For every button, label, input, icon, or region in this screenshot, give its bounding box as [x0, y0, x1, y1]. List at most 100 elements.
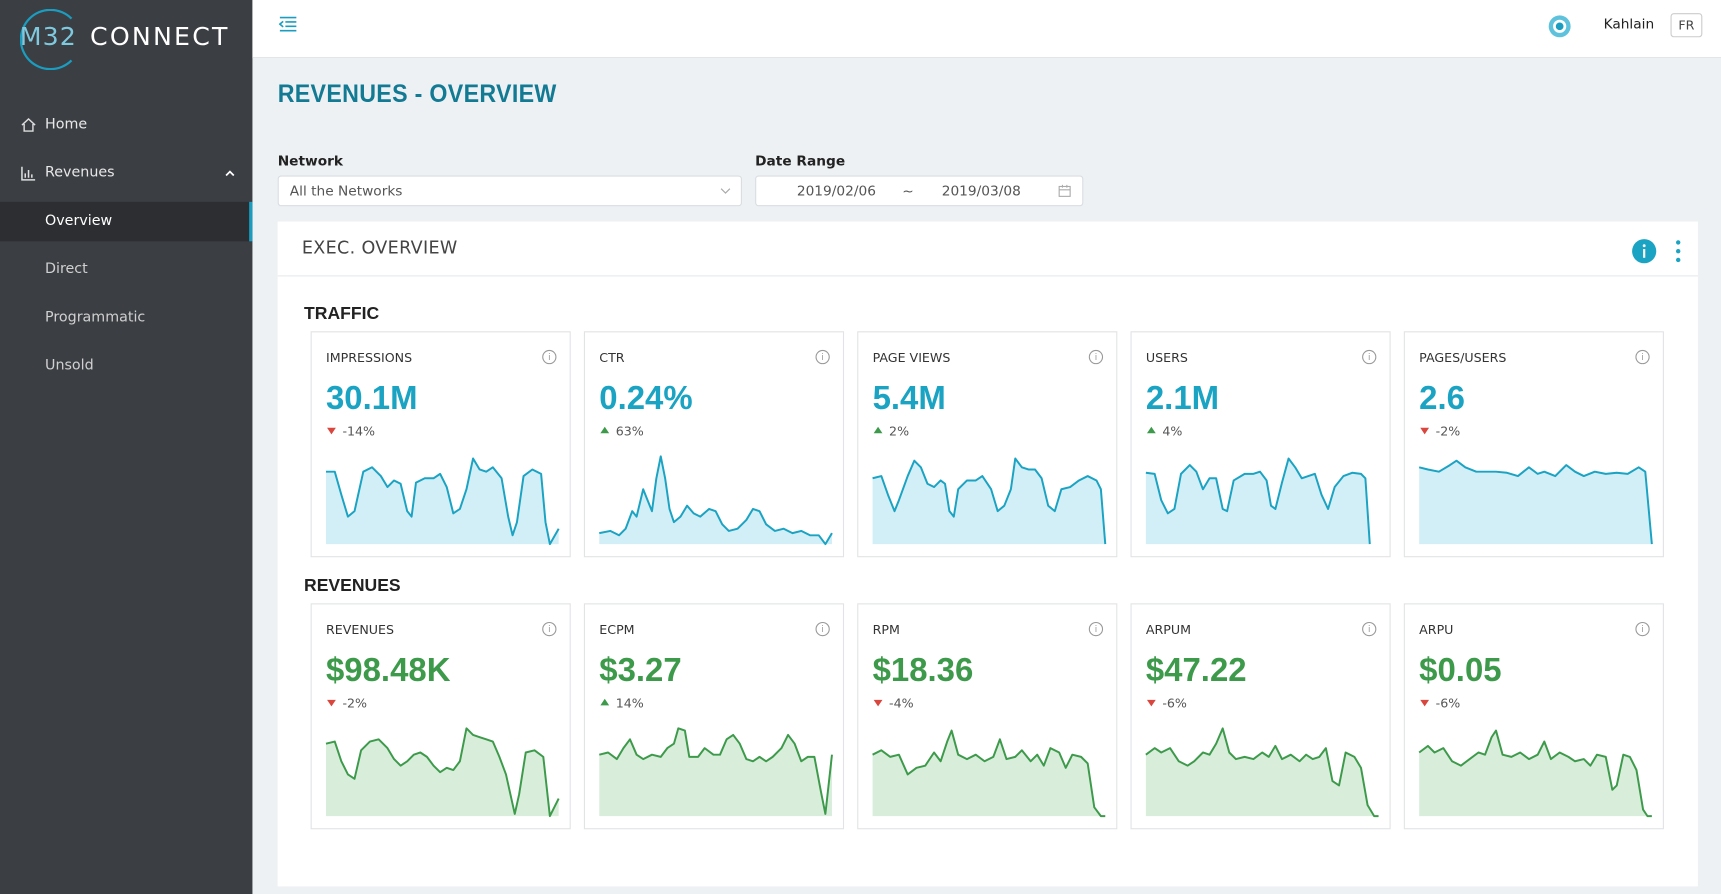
nav-item[interactable]: Revenues: [0, 154, 252, 193]
kpi-change: 14%: [615, 695, 644, 711]
sparkline-area: [599, 456, 832, 545]
network-select[interactable]: All the Networks: [277, 175, 742, 207]
sparkline: [872, 457, 1107, 545]
avatar[interactable]: [1548, 14, 1572, 38]
sparkline: [1145, 457, 1379, 545]
caret-icon: [225, 170, 235, 177]
kpi-card: PAGES/USERS i 2.6 -2%: [1403, 331, 1664, 558]
chart-icon: [21, 166, 36, 181]
logo[interactable]: M32 CONNECT: [19, 8, 240, 71]
kpi-change: 2%: [889, 423, 910, 439]
sparkline: [599, 455, 833, 546]
page-title: REVENUES - OVERVIEW: [277, 78, 557, 108]
sparkline: [1145, 727, 1379, 818]
more-menu[interactable]: [1675, 238, 1682, 264]
kpi-card: USERS i 2.1M 4%: [1130, 331, 1391, 558]
kpi-card: PAGE VIEWS i 5.4M 2%: [857, 331, 1118, 558]
topbar: Kahlain FR: [252, 0, 1721, 59]
nav-subitem[interactable]: Overview: [0, 201, 253, 242]
info-icon[interactable]: i: [1362, 349, 1377, 365]
kpi-change: 4%: [1162, 423, 1183, 439]
info-icon[interactable]: i: [542, 621, 557, 637]
trend-arrow: [1420, 427, 1430, 435]
kpi-value: $0.05: [1419, 652, 1502, 689]
kpi-label: ARPU: [1419, 621, 1454, 638]
nav-subitem[interactable]: Direct: [0, 250, 252, 289]
nav-subitem[interactable]: Unsold: [0, 347, 252, 386]
date-separator: ~: [902, 182, 914, 199]
sparkline-line: [325, 457, 560, 546]
trend-arrow: [1146, 699, 1156, 707]
kpi-card: RPM i $18.36 -4%: [857, 603, 1118, 830]
kpi-change: 63%: [615, 423, 644, 439]
nav-subitem[interactable]: Programmatic: [0, 298, 252, 337]
sparkline-line: [872, 457, 1107, 545]
calendar-icon: [1058, 184, 1071, 197]
info-icon[interactable]: i: [1088, 349, 1104, 365]
nav-item[interactable]: Home: [0, 105, 252, 144]
kpi-value: $18.36: [872, 652, 974, 689]
menu-toggle[interactable]: [278, 16, 298, 32]
info-icon[interactable]: i: [1362, 621, 1377, 637]
kpi-change: -2%: [1435, 423, 1461, 439]
sparkline-line: [1145, 727, 1379, 818]
kpi-change: -4%: [889, 695, 914, 711]
sparkline-area: [599, 728, 832, 817]
section-title: TRAFFIC: [304, 304, 380, 324]
sparkline-line: [325, 727, 560, 818]
kpi-card: ARPUM i $47.22 -6%: [1130, 603, 1391, 830]
sparkline: [325, 457, 560, 546]
info-icon[interactable]: i: [1635, 621, 1650, 637]
date-range-picker[interactable]: 2019/02/06 ~ 2019/03/08: [755, 175, 1084, 207]
kpi-label: ECPM: [599, 621, 635, 638]
kpi-label: PAGE VIEWS: [872, 349, 951, 366]
kpi-card: ECPM i $3.27 14%: [583, 603, 845, 830]
kpi-value: 2.6: [1419, 380, 1465, 417]
home-icon: [21, 118, 36, 132]
trend-arrow: [873, 426, 883, 434]
select-value: All the Networks: [289, 182, 403, 199]
panel-header: EXEC. OVERVIEW: [277, 222, 1698, 277]
sparkline: [872, 729, 1106, 818]
kpi-value: $98.48K: [325, 652, 451, 689]
logo-ring: [19, 8, 82, 71]
trend-arrow: [600, 698, 610, 706]
nav-label: Overview: [45, 212, 113, 230]
nav-label: Revenues: [45, 164, 115, 181]
trend-arrow: [327, 699, 336, 707]
sparkline-area: [325, 458, 559, 545]
user-name[interactable]: Kahlain: [1603, 15, 1655, 32]
kpi-value: 30.1M: [325, 380, 418, 417]
sparkline: [1418, 459, 1653, 545]
kpi-value: 0.24%: [599, 380, 693, 417]
sparkline-area: [325, 728, 559, 817]
info-icon[interactable]: i: [815, 621, 830, 637]
sparkline-line: [1418, 729, 1652, 818]
kpi-card: IMPRESSIONS i 30.1M -14%: [310, 331, 571, 558]
trend-arrow: [1420, 699, 1430, 707]
kpi-label: CTR: [599, 349, 625, 366]
info-icon[interactable]: i: [815, 349, 830, 365]
info-icon[interactable]: i: [1635, 349, 1650, 365]
sparkline-area: [1145, 458, 1379, 545]
info-button[interactable]: [1631, 238, 1657, 264]
language-button[interactable]: FR: [1670, 13, 1703, 38]
date-start: 2019/02/06: [796, 182, 876, 199]
kpi-label: REVENUES: [325, 621, 395, 638]
trend-arrow: [600, 426, 610, 434]
info-icon[interactable]: i: [542, 349, 557, 365]
info-icon[interactable]: i: [1088, 621, 1104, 637]
sparkline-area: [872, 730, 1106, 817]
sparkline: [1418, 729, 1652, 818]
filter-label: Network: [277, 152, 344, 169]
sparkline-line: [872, 729, 1106, 818]
trend-arrow: [873, 699, 883, 707]
sparkline-line: [599, 727, 833, 815]
section-title: REVENUES: [304, 576, 401, 596]
date-end: 2019/03/08: [941, 182, 1021, 199]
sparkline-area: [872, 458, 1106, 545]
kpi-value: 2.1M: [1145, 380, 1220, 417]
sparkline-area: [1419, 730, 1652, 817]
kpi-label: IMPRESSIONS: [325, 349, 413, 366]
kpi-card: ARPU i $0.05 -6%: [1403, 603, 1664, 830]
